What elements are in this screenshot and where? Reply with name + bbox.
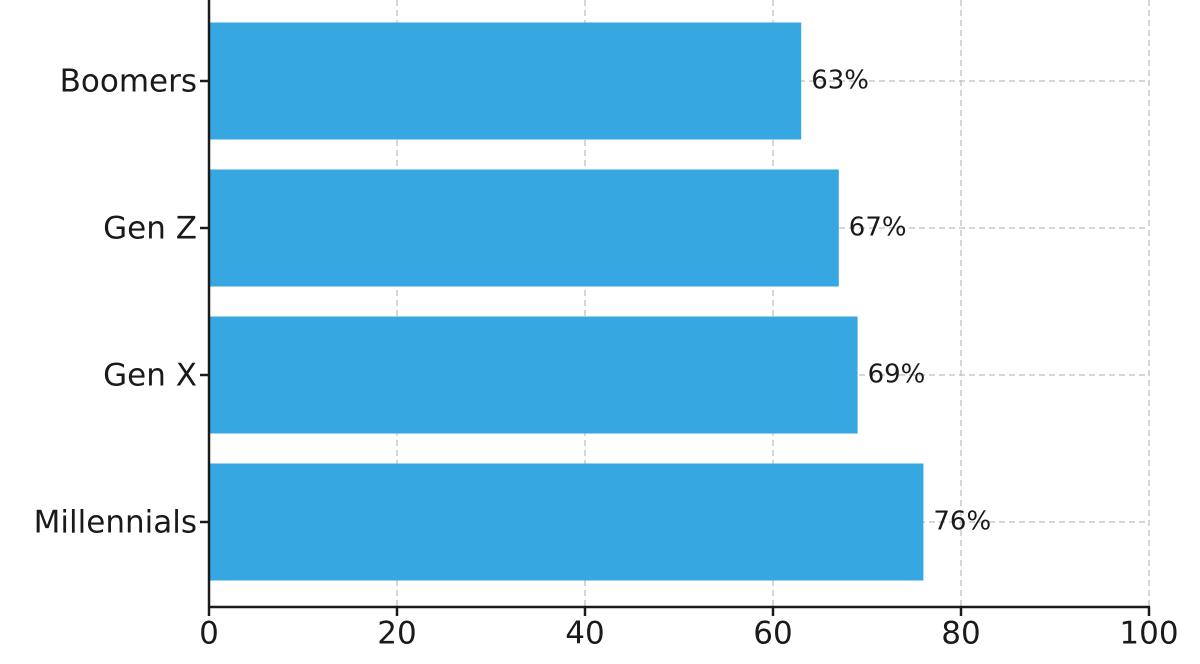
bar (209, 316, 858, 434)
x-tick-label: 80 (941, 616, 980, 652)
bar (209, 463, 924, 581)
x-tick-label: 40 (565, 616, 604, 652)
y-tick-label: Boomers (60, 64, 197, 100)
y-tick-label: Gen X (103, 358, 197, 394)
bar (209, 169, 839, 287)
x-tick-label: 60 (753, 616, 792, 652)
value-label: 63% (811, 66, 869, 96)
value-label: 69% (868, 360, 926, 390)
value-label: 76% (933, 507, 991, 537)
x-tick-label: 0 (199, 616, 219, 652)
x-tick-label: 20 (377, 616, 416, 652)
x-tick-label: 100 (1119, 616, 1178, 652)
y-tick-label: Gen Z (103, 211, 197, 247)
value-label: 67% (849, 213, 907, 243)
bar (209, 22, 802, 140)
y-tick-label: Millennials (34, 505, 197, 541)
